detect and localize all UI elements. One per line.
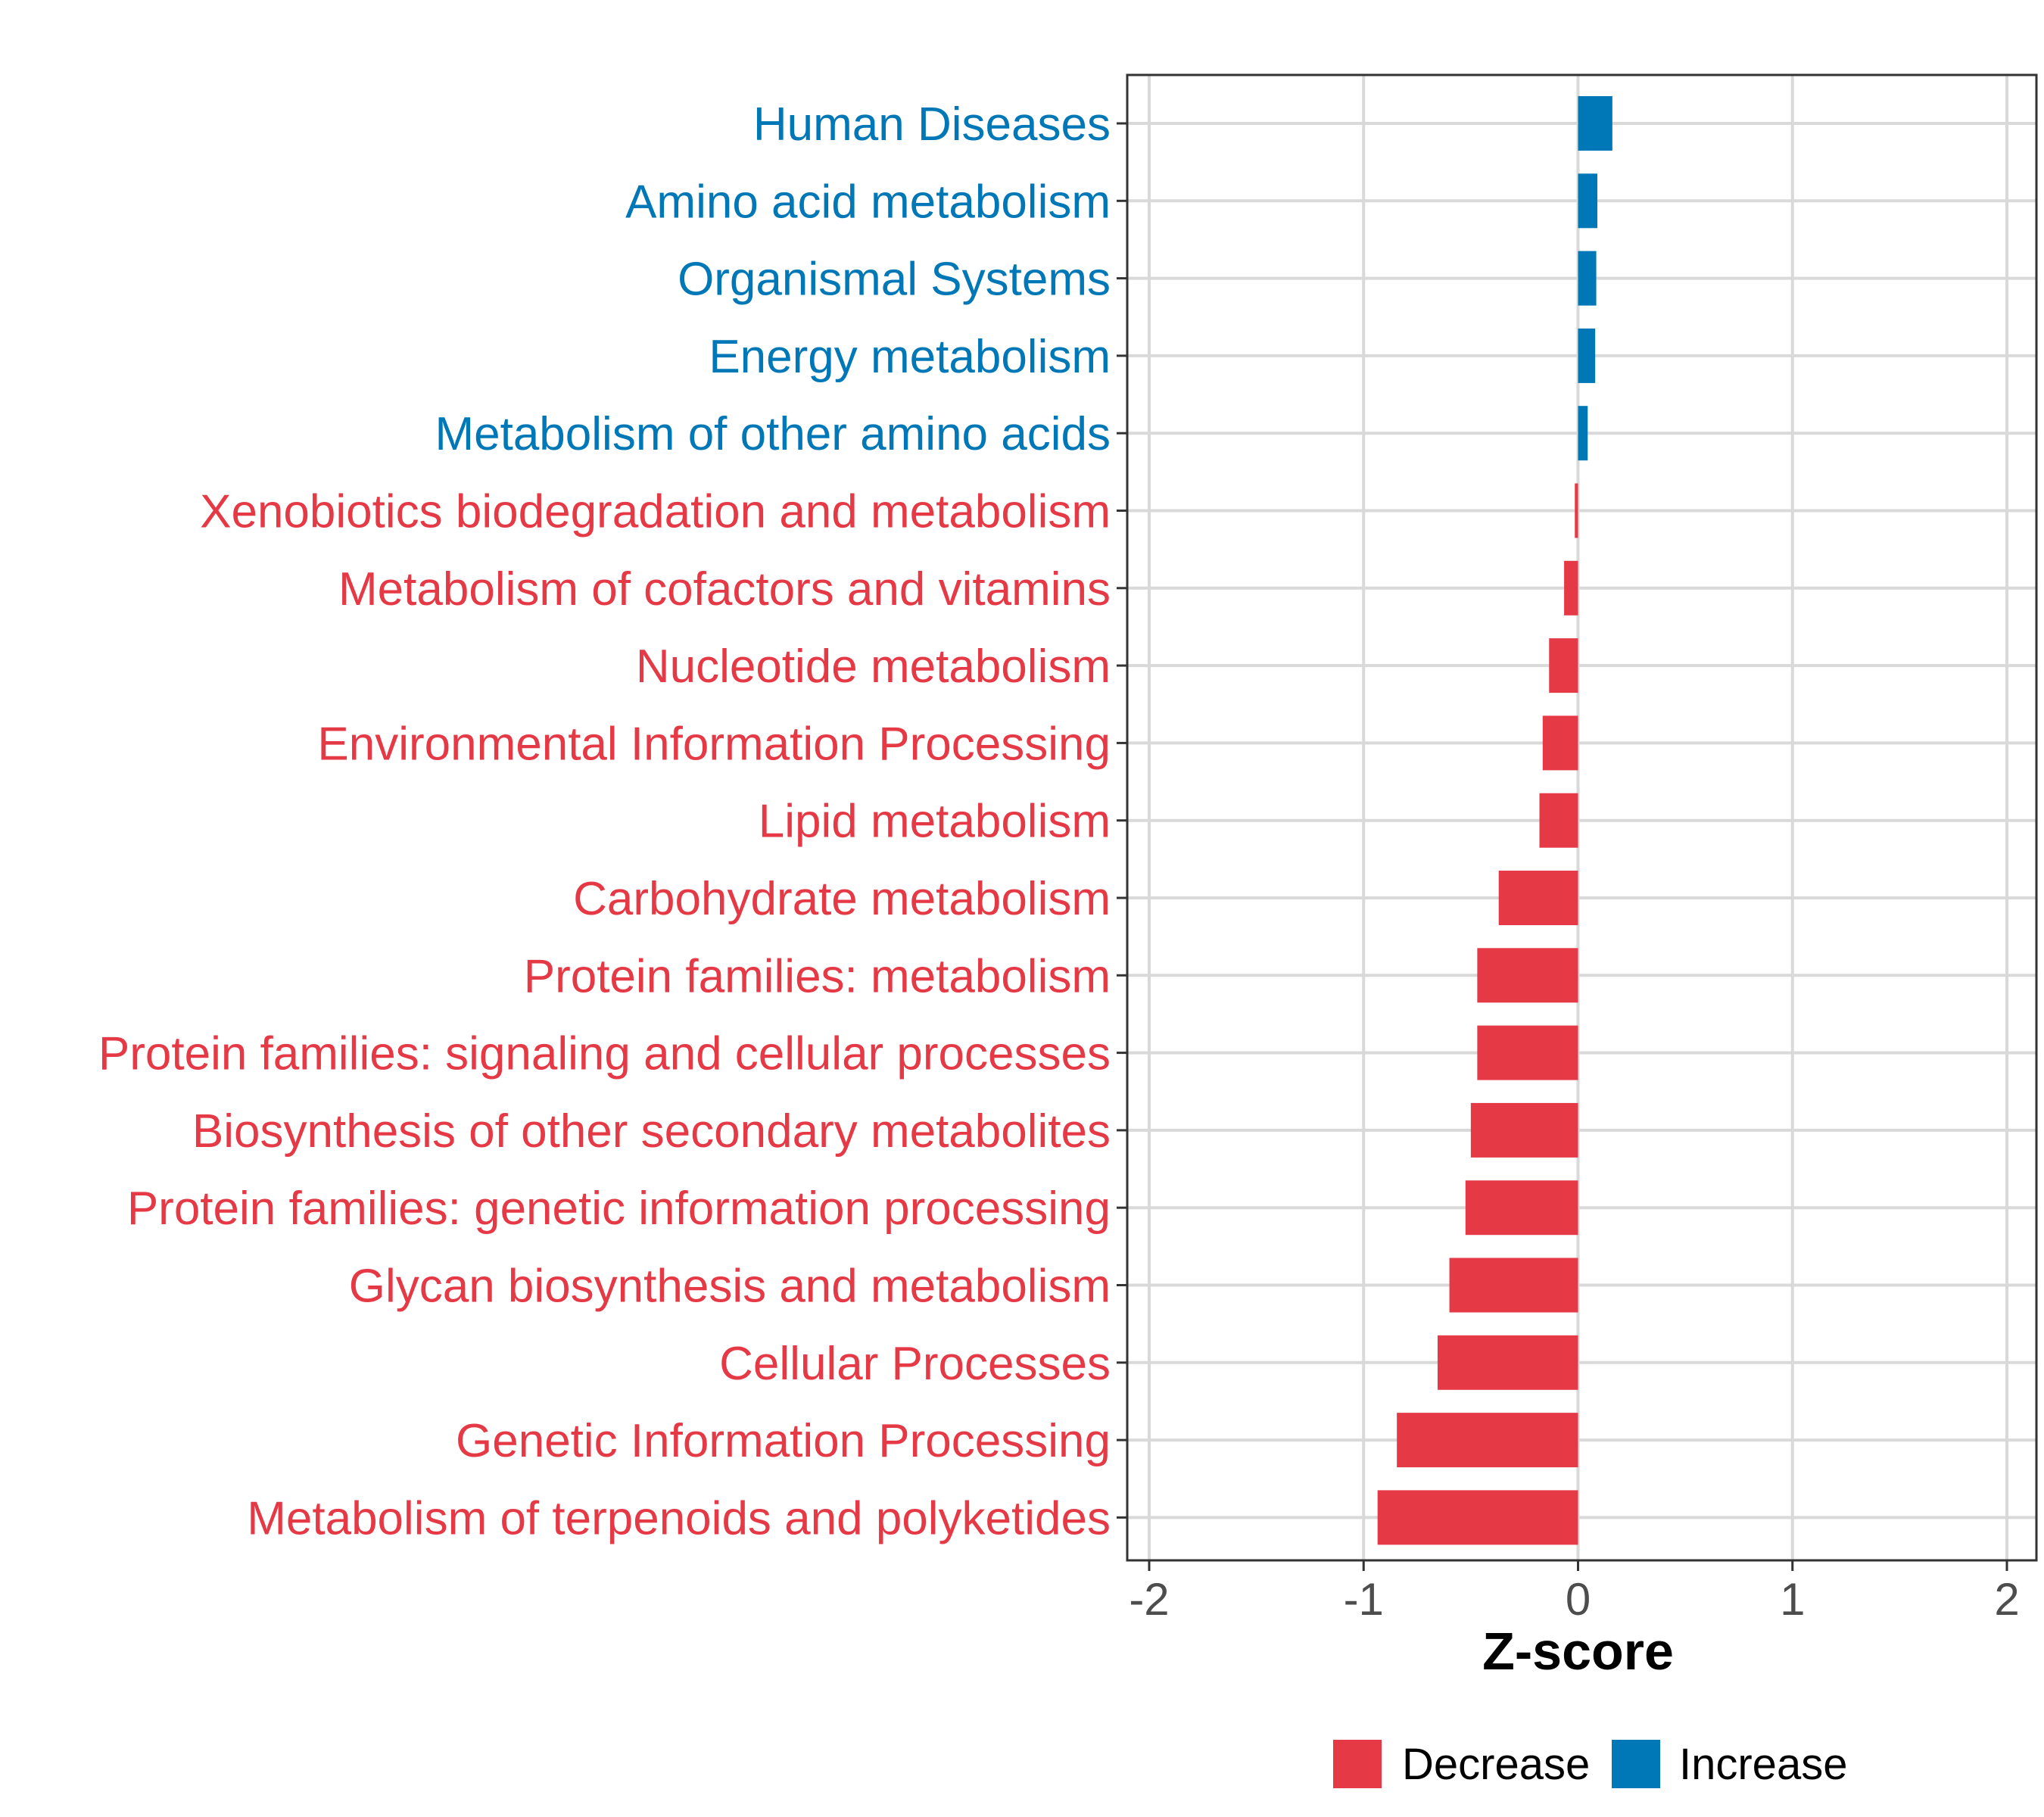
bar <box>1470 1102 1578 1158</box>
category-label: Protein families: signaling and cellular… <box>98 1028 1111 1080</box>
category-label: Genetic Information Processing <box>456 1415 1111 1467</box>
bar <box>1539 793 1578 848</box>
legend: Decrease Increase <box>1333 1740 1847 1789</box>
category-label: Biosynthesis of other secondary metaboli… <box>192 1105 1111 1158</box>
x-tick-label: 1 <box>1780 1574 1805 1625</box>
bar <box>1578 251 1597 306</box>
bar <box>1578 173 1597 229</box>
category-label: Metabolism of terpenoids and polyketides <box>247 1492 1111 1544</box>
x-axis-ticks: -2 -1 0 1 2 <box>1129 1560 2020 1625</box>
legend-label-increase: Increase <box>1679 1740 1847 1789</box>
bar <box>1397 1413 1578 1468</box>
gridlines <box>1127 75 2036 1560</box>
bars <box>1377 96 1612 1545</box>
bar <box>1477 948 1578 1003</box>
legend-swatch-increase <box>1612 1740 1660 1788</box>
bar <box>1477 1025 1578 1080</box>
category-label: Metabolism of other amino acids <box>435 408 1111 460</box>
legend-label-decrease: Decrease <box>1402 1740 1590 1789</box>
bar <box>1578 328 1596 383</box>
legend-swatch-decrease <box>1333 1740 1382 1788</box>
x-tick-label: -1 <box>1344 1574 1384 1625</box>
category-label: Protein families: metabolism <box>524 950 1111 1002</box>
bar <box>1437 1335 1578 1390</box>
bar <box>1542 715 1578 771</box>
category-label: Metabolism of cofactors and vitamins <box>338 563 1111 616</box>
category-label: Organismal Systems <box>678 254 1111 306</box>
x-axis-title: Z-score <box>1482 1622 1674 1681</box>
category-label: Xenobiotics biodegradation and metabolis… <box>200 486 1111 538</box>
x-tick-label: 0 <box>1566 1574 1591 1625</box>
bar <box>1564 560 1578 616</box>
category-labels: Human Diseases Amino acid metabolism Organ… <box>98 98 1127 1544</box>
bar <box>1549 638 1578 693</box>
category-label: Environmental Information Processing <box>317 718 1111 770</box>
x-tick-label: -2 <box>1129 1574 1169 1625</box>
category-label: Carbohydrate metabolism <box>573 873 1111 925</box>
bar <box>1449 1258 1578 1313</box>
bar <box>1498 871 1578 925</box>
plot-panel-border <box>1126 73 2038 1562</box>
category-label: Glycan biosynthesis and metabolism <box>349 1261 1111 1313</box>
category-label: Amino acid metabolism <box>625 176 1111 228</box>
bar <box>1578 406 1588 461</box>
bar <box>1578 96 1612 151</box>
category-label: Nucleotide metabolism <box>636 640 1111 693</box>
bar <box>1575 483 1578 538</box>
category-label: Protein families: genetic information pr… <box>127 1183 1111 1235</box>
category-label: Human Diseases <box>753 98 1111 151</box>
x-tick-label: 2 <box>1994 1574 2019 1625</box>
category-label: Cellular Processes <box>719 1338 1111 1390</box>
bar <box>1377 1490 1578 1545</box>
category-label: Energy metabolism <box>709 331 1111 383</box>
bar <box>1465 1180 1578 1236</box>
category-label: Lipid metabolism <box>759 796 1111 848</box>
